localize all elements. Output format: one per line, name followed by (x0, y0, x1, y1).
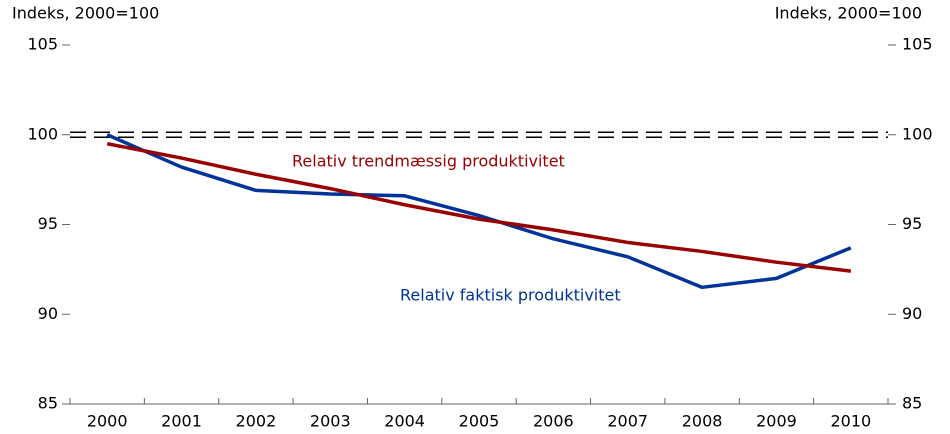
y2-tick-label: 105 (902, 35, 933, 54)
x-tick-label: 2002 (236, 412, 277, 431)
y2-tick-label: 85 (902, 394, 922, 413)
x-tick-label: 2009 (756, 412, 797, 431)
y-tick-label: 85 (38, 394, 58, 413)
series-label: Relativ trendmæssig produktivitet (292, 152, 565, 171)
series-label: Relativ faktisk produktivitet (400, 286, 621, 305)
x-tick-label: 2008 (682, 412, 723, 431)
x-tick-label: 2005 (459, 412, 500, 431)
y-tick-label: 105 (27, 35, 58, 54)
y-tick-label: 90 (38, 304, 58, 323)
y-tick-label: 95 (38, 214, 58, 233)
y2-tick-label: 90 (902, 304, 922, 323)
x-tick-label: 2004 (384, 412, 425, 431)
x-tick-label: 2007 (607, 412, 648, 431)
y-axis-label-right: Indeks, 2000=100 (775, 4, 922, 23)
y2-tick-label: 100 (902, 124, 933, 143)
x-tick-label: 2010 (830, 412, 871, 431)
y-tick-label: 100 (27, 124, 58, 143)
x-tick-label: 2000 (87, 412, 128, 431)
x-tick-label: 2003 (310, 412, 351, 431)
series-line (106, 142, 852, 273)
y-axis-label-left: Indeks, 2000=100 (12, 4, 159, 23)
x-tick-label: 2006 (533, 412, 574, 431)
series-line (106, 133, 852, 290)
y2-tick-label: 95 (902, 214, 922, 233)
x-tick-label: 2001 (161, 412, 202, 431)
